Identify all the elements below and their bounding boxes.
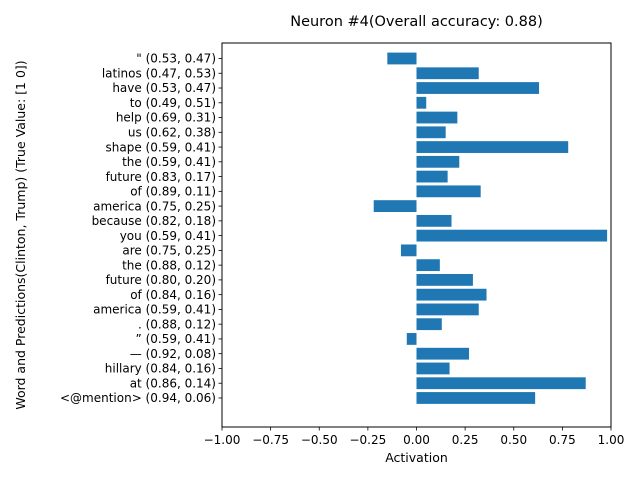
y-tick-label: future (0.83, 0.17)	[106, 170, 216, 184]
x-tick-label: −1.00	[204, 433, 241, 447]
x-tick-label: −0.50	[301, 433, 338, 447]
bar	[400, 244, 417, 257]
y-axis-label: Word and Predictions(Clinton, Trump) (Tr…	[13, 60, 28, 409]
y-tick-label: are (0.75, 0.25)	[122, 244, 216, 258]
bar	[416, 377, 586, 390]
x-tick-group: −1.00 −0.75 −0.50 −0.25 0.00 0.25 0.50 0.75 1.00	[204, 427, 625, 447]
y-tick-label: help (0.69, 0.31)	[116, 111, 216, 125]
y-tick-group: " (0.53, 0.47)latinos (0.47, 0.53)have (…	[60, 52, 222, 405]
y-tick-label: of (0.89, 0.11)	[130, 185, 216, 199]
bar	[387, 52, 417, 65]
bar	[416, 111, 458, 124]
y-tick-label: have (0.53, 0.47)	[112, 81, 216, 95]
x-tick-label: 1.00	[598, 433, 625, 447]
bar	[416, 185, 481, 198]
y-tick-label: latinos (0.47, 0.53)	[102, 66, 216, 80]
bar	[416, 141, 569, 153]
y-tick-label: hillary (0.84, 0.16)	[105, 362, 216, 376]
y-tick-label: us (0.62, 0.38)	[128, 126, 216, 140]
bar	[416, 155, 460, 168]
bar	[416, 288, 487, 301]
bar	[416, 126, 446, 139]
x-tick-label: 0.75	[549, 433, 576, 447]
bar	[416, 170, 448, 183]
y-tick-label: because (0.82, 0.18)	[92, 214, 216, 228]
x-tick-label: 0.00	[403, 433, 430, 447]
x-tick-label: −0.75	[252, 433, 289, 447]
chart-title: Neuron #4(Overall accuracy: 0.88)	[290, 14, 543, 30]
y-tick-label: — (0.92, 0.08)	[130, 347, 216, 361]
bar	[416, 259, 440, 272]
y-tick-label: you (0.59, 0.41)	[120, 229, 216, 243]
bar	[416, 96, 427, 109]
y-tick-label: <@mention> (0.94, 0.06)	[60, 391, 216, 405]
bars-group	[373, 52, 608, 404]
bar	[416, 303, 479, 316]
bar	[416, 82, 540, 94]
y-tick-label: to (0.49, 0.51)	[130, 96, 216, 110]
y-tick-label: future (0.80, 0.20)	[106, 273, 216, 287]
bar	[416, 362, 450, 375]
bar	[416, 229, 608, 242]
bar	[406, 333, 417, 345]
y-tick-label: . (0.88, 0.12)	[138, 317, 216, 331]
y-tick-label: at (0.86, 0.14)	[130, 376, 216, 390]
bar	[416, 392, 536, 404]
x-tick-label: −0.25	[349, 433, 386, 447]
y-tick-label: ” (0.59, 0.41)	[136, 332, 216, 346]
bar	[416, 347, 470, 360]
x-tick-label: 0.50	[500, 433, 527, 447]
y-tick-label: " (0.53, 0.47)	[136, 52, 216, 66]
bar	[416, 67, 479, 80]
y-tick-label: america (0.59, 0.41)	[93, 303, 216, 317]
y-tick-label: the (0.88, 0.12)	[122, 258, 216, 272]
bar	[416, 214, 452, 227]
y-tick-label: america (0.75, 0.25)	[93, 199, 216, 213]
x-axis-label: Activation	[385, 450, 448, 465]
bar	[373, 200, 417, 212]
y-tick-label: shape (0.59, 0.41)	[106, 140, 216, 154]
plot-frame	[221, 42, 612, 428]
y-tick-label: the (0.59, 0.41)	[122, 155, 216, 169]
bar	[416, 318, 442, 331]
x-tick-label: 0.25	[452, 433, 479, 447]
bar	[416, 274, 473, 286]
y-tick-label: of (0.84, 0.16)	[130, 288, 216, 302]
